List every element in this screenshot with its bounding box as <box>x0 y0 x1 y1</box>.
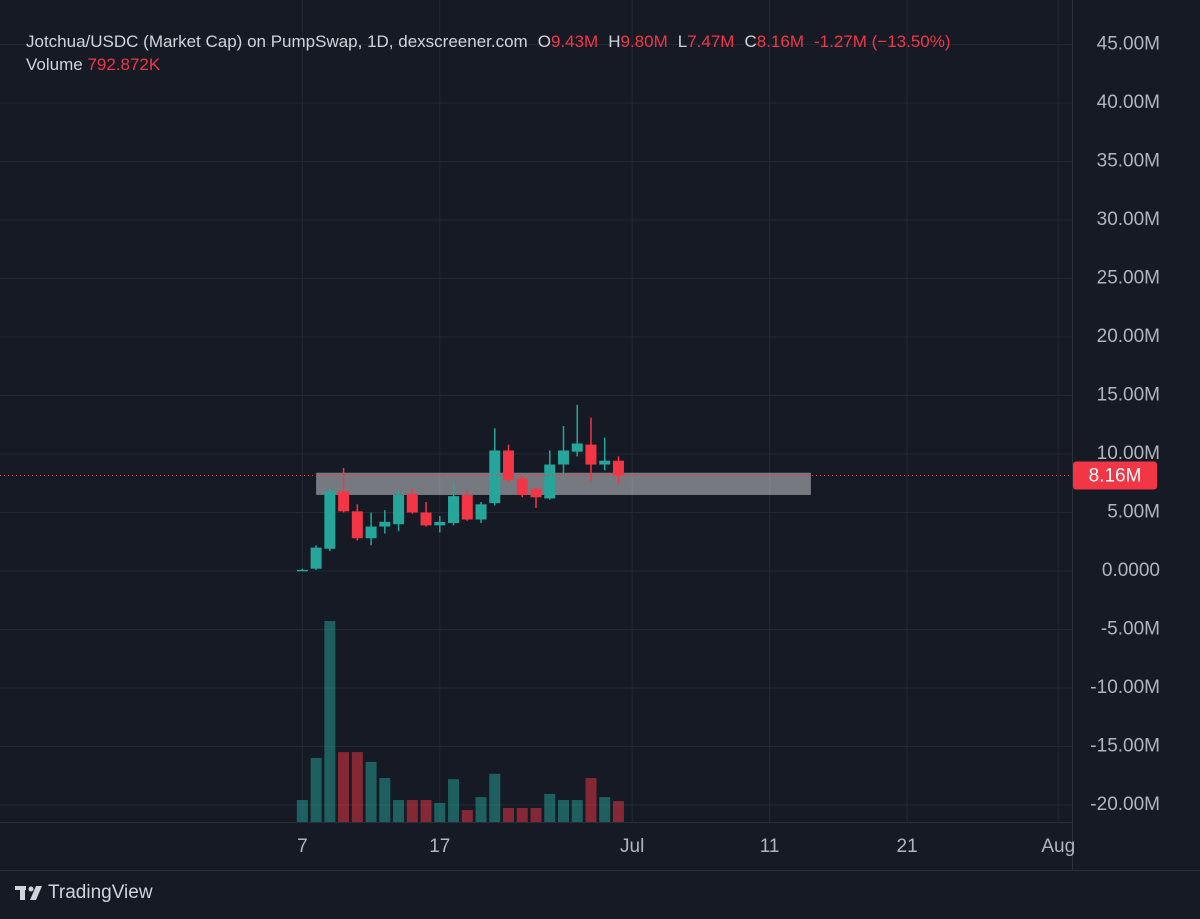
candle-body <box>448 496 460 524</box>
candle-body <box>379 521 391 527</box>
volume-bar <box>365 761 377 822</box>
volume-bar <box>475 797 487 822</box>
y-tick-label: 20.00M <box>1097 326 1160 347</box>
ohlc-value: 7.47M <box>687 32 735 51</box>
volume-bar <box>530 807 542 822</box>
candle-body <box>351 511 363 539</box>
chart-title: Jotchua/USDC (Market Cap) on PumpSwap, 1… <box>26 32 528 51</box>
candle-body <box>365 526 377 539</box>
plot-area: 45.00M 40.00M 35.00M 30.00M 25.00M 20.00M 15.0… <box>0 0 1160 857</box>
y-tick-label: 30.00M <box>1097 209 1160 230</box>
ohlc-legend: O9.43M H9.80M L7.47M C8.16M <box>528 32 804 51</box>
candle-body <box>475 504 487 520</box>
ohlc-value: 9.43M <box>550 32 599 51</box>
candle-body <box>296 569 308 572</box>
candle-body <box>503 450 515 480</box>
volume-name: Volume <box>26 55 83 74</box>
legend-row: Volume 792.872K <box>26 53 951 76</box>
candle-body <box>599 460 611 465</box>
volume-bar <box>310 757 322 822</box>
candle-body <box>406 493 418 513</box>
volume-bar <box>379 778 391 822</box>
ohlc-key: O <box>537 32 551 51</box>
candle-body <box>324 491 336 549</box>
candle-body <box>461 494 473 520</box>
candle-body <box>310 547 322 569</box>
x-tick-label: 17 <box>429 836 450 857</box>
volume-bar <box>612 801 624 822</box>
x-tick-label: Aug <box>1041 836 1075 857</box>
volume-bar <box>351 752 363 822</box>
volume-bar <box>516 807 528 822</box>
volume-bar <box>324 621 336 822</box>
legend: Jotchua/USDC (Market Cap) on PumpSwap, 1… <box>26 30 951 76</box>
y-tick-label: 10.00M <box>1097 443 1160 464</box>
x-tick-label: Jul <box>620 836 644 857</box>
y-tick-label: 15.00M <box>1097 385 1160 406</box>
candle-body <box>434 521 446 526</box>
x-tick-label: 21 <box>897 836 918 857</box>
last-price-box <box>1073 461 1157 490</box>
volume-bar <box>393 800 405 822</box>
volume-bar <box>406 800 418 822</box>
ohlc-key: H <box>608 32 621 51</box>
volume-value: 792.872K <box>87 55 161 74</box>
price-zone <box>316 472 811 495</box>
volume-bar <box>571 800 583 822</box>
last-price-label: 8.16M <box>1089 466 1142 487</box>
candle-body <box>544 464 556 499</box>
change: -1.27M (−13.50%) <box>813 32 951 51</box>
ohlc-value: 8.16M <box>756 32 804 51</box>
x-tick-label: 11 <box>760 836 780 857</box>
volume-bar <box>420 800 432 822</box>
volume-bar <box>557 800 569 822</box>
candle-body <box>393 494 405 525</box>
y-tick-label: -10.00M <box>1090 677 1160 698</box>
candle-body <box>571 443 583 452</box>
candle-body <box>530 489 542 498</box>
legend-row: Jotchua/USDC (Market Cap) on PumpSwap, 1… <box>26 30 951 53</box>
y-tick-label: 45.00M <box>1097 33 1160 54</box>
ohlc-key: L <box>677 32 688 51</box>
candle-body <box>585 444 597 465</box>
candle-body <box>612 460 624 476</box>
volume-bar <box>296 800 308 822</box>
y-tick-label: -15.00M <box>1090 736 1160 757</box>
footer-brand: TradingView <box>48 882 153 903</box>
candle-body <box>489 450 501 504</box>
volume-bar <box>489 773 501 822</box>
volume-bar <box>338 752 350 822</box>
y-tick-label: -20.00M <box>1090 794 1160 815</box>
candle-body <box>557 450 569 465</box>
volume-bar <box>503 807 515 822</box>
volume-bar <box>434 802 446 822</box>
y-tick-label: 0.0000 <box>1102 560 1160 581</box>
volume-bar <box>461 810 473 822</box>
x-tick-label: 7 <box>297 836 308 857</box>
y-tick-label: -5.00M <box>1101 619 1160 640</box>
volume-bar <box>544 793 556 822</box>
y-tick-label: 35.00M <box>1097 150 1160 171</box>
candle-body <box>420 512 432 526</box>
y-tick-label: 25.00M <box>1097 267 1160 288</box>
candle-body <box>338 491 350 512</box>
volume-bar <box>448 779 460 822</box>
volume-bar <box>585 778 597 822</box>
ohlc-value: 9.80M <box>620 32 668 51</box>
tradingview-logo <box>15 886 42 900</box>
y-tick-label: 5.00M <box>1107 502 1160 523</box>
volume-bar <box>599 797 611 822</box>
ohlc-key: C <box>744 32 757 51</box>
candle-body <box>516 478 528 495</box>
y-tick-label: 40.00M <box>1097 92 1160 113</box>
